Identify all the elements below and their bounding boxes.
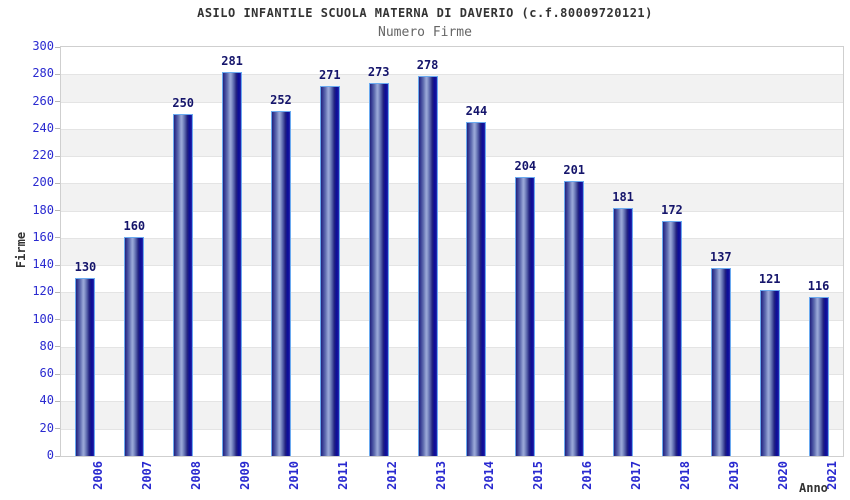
bar-2017: [613, 208, 634, 456]
y-tick-label: 120: [32, 284, 54, 299]
grid-band: [61, 156, 843, 183]
grid-band: [61, 47, 843, 74]
y-tick-mark: [55, 346, 60, 348]
bar-value-label: 130: [74, 259, 97, 274]
bar-2011: [319, 85, 340, 456]
y-tick-label: 180: [32, 202, 54, 217]
grid-band: [61, 265, 843, 292]
y-tick-label: 140: [32, 257, 54, 272]
bar-value-label: 172: [661, 202, 683, 217]
y-tick-mark: [55, 155, 60, 157]
bar-value-label: 181: [612, 190, 634, 205]
x-tick-label: 2013: [433, 461, 448, 490]
x-tick-label: 2017: [629, 461, 644, 490]
x-tick-label: 2015: [531, 461, 546, 490]
grid-band: [61, 374, 843, 401]
x-tick-label: 2014: [482, 461, 497, 490]
bar-value-label: 137: [709, 250, 732, 265]
y-tick-label: 220: [32, 148, 54, 163]
bar-2010: [270, 111, 291, 456]
bar-2015: [515, 176, 536, 456]
y-tick-mark: [55, 400, 60, 402]
bar-value-label: 160: [123, 218, 146, 233]
y-tick-label: 100: [32, 311, 54, 326]
bar-2014: [466, 122, 487, 456]
bar-2016: [564, 180, 585, 456]
x-tick-label: 2020: [775, 461, 790, 490]
y-tick-mark: [55, 291, 60, 293]
x-tick-label: 2018: [677, 461, 692, 490]
y-tick-mark: [55, 210, 60, 212]
x-tick-label: 2010: [286, 461, 301, 490]
chart-title: ASILO INFANTILE SCUOLA MATERNA DI DAVERI…: [197, 6, 653, 20]
y-tick-label: 260: [32, 93, 54, 108]
y-tick-label: 0: [46, 448, 54, 462]
bar-2018: [661, 220, 682, 456]
bar-2019: [710, 268, 731, 456]
x-tick-label: 2011: [335, 461, 350, 490]
y-tick-mark: [55, 373, 60, 375]
x-tick-label: 2007: [140, 461, 155, 490]
y-tick-label: 300: [32, 39, 54, 53]
x-axis-labels: 2006 2007 2008 2009 2010 2011 2012 2013 2014 2015…: [60, 461, 842, 500]
bar-value-label: 121: [758, 272, 781, 287]
y-tick-mark: [55, 319, 60, 321]
x-tick-label: 2008: [189, 461, 204, 490]
bar-value-label: 271: [318, 67, 341, 82]
grid-band: [61, 319, 843, 347]
grid-band: [61, 210, 843, 238]
grid-band: [61, 74, 843, 102]
y-tick-mark: [55, 237, 60, 239]
y-tick-mark: [55, 428, 60, 430]
grid-band: [61, 428, 843, 456]
bar-2013: [417, 76, 438, 456]
y-tick-mark: [55, 46, 60, 48]
bar-2012: [368, 82, 389, 456]
bar-2020: [759, 290, 780, 456]
y-tick-label: 280: [32, 66, 54, 81]
x-axis-title: Anno: [799, 481, 828, 495]
y-tick-mark: [55, 455, 60, 457]
y-tick-label: 160: [32, 229, 54, 244]
chart-subtitle: Numero Firme: [378, 25, 472, 40]
y-tick-label: 20: [39, 420, 54, 435]
plot-area: 130 160 250 281 252 271 273 278 244 204 201 181 172 1…: [55, 46, 844, 457]
bar-value-label: 250: [172, 96, 195, 111]
bar-value-label: 278: [416, 58, 439, 72]
x-tick-label: 2009: [238, 461, 253, 490]
x-tick-label: 2016: [580, 461, 595, 490]
bar-value-label: 281: [221, 53, 243, 68]
bar-value-label: 116: [807, 278, 830, 293]
bar-2007: [124, 236, 145, 456]
y-tick-label: 40: [39, 393, 54, 408]
bar-2006: [75, 277, 96, 456]
y-tick-mark: [55, 73, 60, 75]
y-tick-label: 60: [39, 366, 54, 381]
y-tick-label: 240: [32, 120, 54, 135]
bar-value-label: 244: [465, 104, 488, 119]
bar-value-label: 201: [563, 162, 586, 177]
y-tick-mark: [55, 182, 60, 184]
y-tick-label: 200: [32, 175, 54, 190]
bar-value-label: 204: [514, 158, 537, 173]
y-tick-mark: [55, 264, 60, 266]
x-tick-label: 2019: [726, 461, 741, 490]
y-tick-label: 80: [39, 338, 54, 353]
bar-2008: [173, 114, 194, 456]
x-tick-label: 2006: [91, 461, 106, 490]
bar-value-label: 273: [367, 64, 390, 79]
y-tick-mark: [55, 128, 60, 130]
bar-2021: [808, 296, 829, 456]
y-axis-labels: 300 280 260 240 220 200 180 160 140 120 100 80 60 40 2…: [0, 39, 54, 462]
bar-value-label: 252: [270, 93, 292, 108]
x-tick-label: 2012: [384, 461, 399, 490]
grid-band: [61, 101, 843, 129]
y-tick-mark: [55, 101, 60, 103]
bar-2009: [222, 71, 243, 456]
